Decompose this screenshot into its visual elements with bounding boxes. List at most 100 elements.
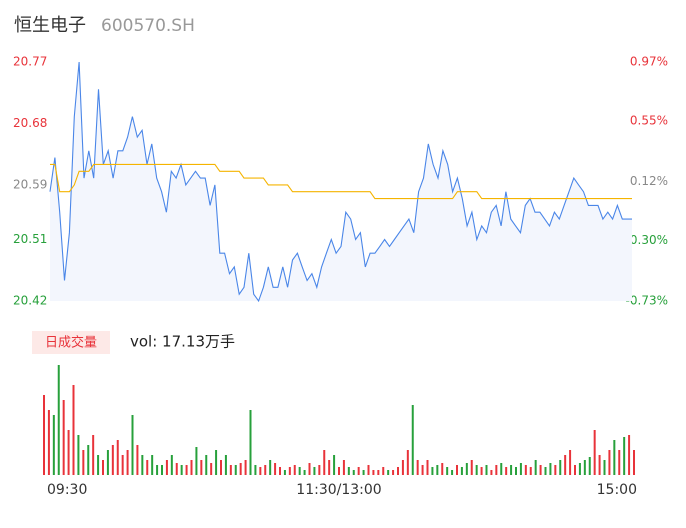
volume-bar — [318, 465, 321, 475]
volume-bar — [323, 450, 326, 475]
stock-name: 恒生电子 — [14, 15, 86, 36]
volume-bar — [411, 405, 414, 475]
y2-tick-label: 0.55% — [630, 114, 668, 128]
stock-code: 600570.SH — [101, 16, 195, 36]
volume-bar — [47, 410, 50, 475]
volume-bar — [495, 465, 498, 475]
y-tick-label: 20.51 — [13, 232, 47, 246]
volume-bar — [274, 463, 277, 475]
volume-bar — [534, 460, 537, 475]
y-tick-label: 20.59 — [13, 177, 47, 191]
volume-button-bg[interactable] — [32, 331, 110, 354]
volume-bar — [190, 460, 193, 475]
volume-bar — [102, 460, 104, 475]
volume-bar — [175, 463, 178, 475]
volume-button[interactable]: 日成交量 — [45, 335, 97, 351]
volume-bar — [106, 450, 109, 475]
volume-bar — [564, 455, 567, 475]
volume-bar — [220, 460, 222, 475]
volume-bar — [578, 463, 581, 475]
volume-bar — [333, 455, 336, 475]
y2-tick-label: -0.30% — [626, 233, 668, 247]
volume-bar — [372, 470, 375, 475]
volume-bar — [165, 460, 168, 475]
y-tick-label: 20.42 — [13, 294, 47, 308]
volume-bar — [97, 455, 100, 475]
volume-bar — [431, 467, 434, 475]
volume-bar — [170, 455, 173, 475]
volume-bar — [313, 467, 316, 475]
volume-bar — [559, 460, 562, 475]
volume-bar — [72, 385, 75, 475]
volume-bar — [121, 455, 124, 475]
volume-bar — [387, 470, 390, 475]
volume-bar — [342, 460, 345, 475]
volume-bar — [298, 467, 301, 475]
volume-bar — [136, 445, 139, 475]
volume-bar — [367, 465, 370, 475]
volume-bar — [633, 450, 635, 475]
y2-tick-label: 0.12% — [630, 174, 668, 188]
volume-bar — [406, 450, 409, 475]
volume-bar — [254, 465, 257, 475]
price-area — [50, 62, 632, 301]
volume-bar — [618, 450, 621, 475]
volume-bar — [328, 460, 331, 475]
volume-bar — [146, 460, 149, 475]
volume-bar — [151, 455, 154, 475]
volume-bar — [244, 460, 247, 475]
volume-bar — [529, 467, 532, 475]
volume-bar — [111, 445, 114, 475]
volume-bar — [283, 470, 286, 475]
volume-bar — [239, 463, 242, 475]
volume-bar — [288, 467, 291, 475]
volume-bar — [598, 455, 601, 475]
volume-bar — [82, 450, 85, 475]
volume-bar — [613, 440, 616, 475]
volume-bar — [215, 450, 218, 475]
volume-bar — [229, 465, 232, 475]
volume-bar — [480, 467, 483, 475]
volume-bar — [475, 465, 478, 475]
volume-bar — [490, 470, 493, 475]
volume-bar — [465, 463, 468, 475]
volume-bar — [161, 465, 163, 475]
volume-bar — [52, 415, 55, 475]
volume-bar — [436, 465, 439, 475]
volume-bar — [574, 465, 576, 475]
volume-bar — [485, 465, 488, 475]
volume-bar — [303, 470, 306, 475]
volume-bar — [539, 465, 542, 475]
volume-bar — [77, 435, 80, 475]
volume-bar — [234, 465, 237, 475]
y-tick-label: 20.68 — [13, 116, 47, 130]
volume-bar — [67, 430, 70, 475]
average-line — [50, 163, 632, 200]
volume-bar — [269, 460, 272, 475]
x-tick-label: 09:30 — [47, 482, 87, 498]
volume-bar — [426, 460, 429, 475]
volume-bar — [347, 467, 350, 475]
volume-bar — [569, 450, 572, 475]
volume-bar — [293, 465, 296, 475]
volume-bar — [519, 463, 522, 475]
volume-bar — [126, 450, 129, 475]
volume-bar — [338, 467, 340, 475]
volume-bar — [544, 467, 547, 475]
volume-bar — [392, 470, 395, 475]
volume-bar — [593, 430, 596, 475]
volume-bar — [87, 445, 90, 475]
volume-bar — [608, 450, 611, 475]
volume-bar — [470, 460, 473, 475]
volume-bar — [116, 440, 119, 475]
volume-bar — [421, 465, 424, 475]
volume-bar — [554, 465, 557, 475]
volume-bar — [357, 467, 360, 475]
volume-bar — [401, 460, 404, 475]
volume-bar — [195, 447, 198, 475]
volume-bar — [603, 460, 606, 475]
volume-bar — [264, 465, 267, 475]
volume-bar — [200, 460, 203, 475]
